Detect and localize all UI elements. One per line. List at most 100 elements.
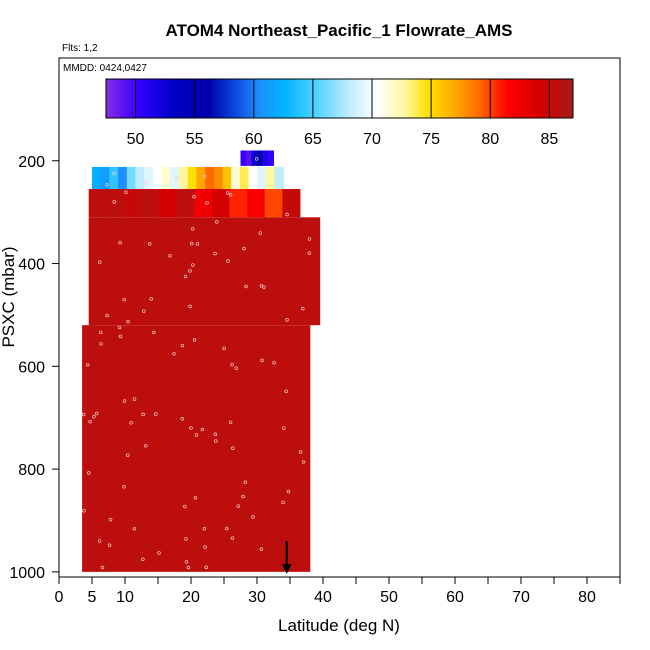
sample-point: [107, 543, 112, 548]
sample-point: [175, 176, 179, 180]
y-tick-label: 600: [18, 359, 45, 376]
sample-point: [200, 427, 205, 432]
data-cell: [248, 166, 258, 190]
sample-point: [183, 274, 188, 279]
sample-point: [286, 489, 291, 494]
data-cell: [161, 166, 171, 190]
sample-point: [228, 193, 233, 197]
sample-point: [126, 319, 130, 324]
sample-point: [87, 471, 91, 475]
x-tick-label: 20: [182, 589, 200, 606]
sample-point: [186, 565, 191, 570]
sample-point: [215, 220, 219, 224]
data-cell: [135, 166, 145, 190]
y-tick-label: 400: [18, 257, 45, 274]
x-tick-label: 10: [116, 589, 134, 606]
sample-point: [188, 304, 192, 309]
data-cell: [274, 166, 284, 190]
sample-point: [85, 362, 90, 367]
sample-point: [149, 297, 153, 301]
sample-point: [189, 426, 193, 430]
data-cell: [247, 189, 266, 218]
x-tick-label: 70: [512, 589, 530, 606]
mmdd-label: MMDD: 0424,0427: [63, 63, 147, 74]
chart-title: ATOM4 Northeast_Pacific_1 Flowrate_AMS: [165, 21, 512, 40]
sample-point: [132, 397, 137, 401]
x-axis: 0 5 10 20 30 40 50 60 70 80: [55, 577, 621, 606]
sample-point: [225, 191, 230, 195]
sample-point: [285, 212, 289, 217]
sample-point: [195, 242, 200, 246]
sample-point: [180, 417, 184, 421]
sample-point: [298, 450, 303, 454]
data-cell: [222, 166, 232, 190]
data-cell: [176, 189, 195, 218]
sample-points: [81, 157, 312, 570]
data-cell: [257, 150, 263, 166]
sample-point: [168, 253, 172, 258]
sample-point: [193, 495, 198, 500]
sample-point: [129, 420, 133, 425]
sample-point: [241, 494, 245, 499]
data-cell: [88, 189, 107, 218]
data-cell: [211, 189, 230, 218]
sample-point: [226, 259, 230, 263]
y-tick-label: 1000: [9, 565, 45, 582]
data-cell: [229, 189, 248, 218]
colorbar: [105, 78, 574, 119]
sample-point: [184, 560, 189, 564]
sample-point: [118, 240, 122, 245]
colorbar-tick-label: 65: [304, 131, 322, 148]
sample-point: [157, 551, 161, 555]
data-cell: [213, 166, 223, 190]
sample-point: [192, 338, 197, 342]
sample-point: [285, 318, 289, 322]
sample-point: [258, 231, 263, 235]
sample-point: [183, 504, 187, 509]
sample-point: [152, 330, 156, 335]
sample-point: [132, 526, 137, 531]
colorbar-tick-label: 60: [245, 131, 263, 148]
colorbar-ticks: 50 55 60 65 70 75 80 85: [127, 79, 558, 148]
sample-point: [118, 334, 123, 339]
sample-point: [142, 309, 146, 313]
y-tick-label: 200: [18, 154, 45, 171]
x-axis-label: Latitude (deg N): [278, 616, 400, 635]
sample-point: [203, 545, 207, 549]
x-tick-label: 5: [88, 589, 97, 606]
data-cell: [246, 150, 252, 166]
data-cell: [126, 166, 136, 190]
sample-point: [141, 412, 145, 417]
sample-point: [307, 237, 312, 241]
sample-point: [97, 260, 102, 264]
data-cell: [88, 217, 321, 326]
sample-point: [301, 306, 305, 311]
sample-point: [122, 297, 126, 302]
data-cell: [194, 189, 213, 218]
data-bands: [82, 150, 321, 572]
sample-point: [105, 313, 109, 318]
sample-point: [125, 453, 130, 458]
data-cell: [257, 166, 267, 190]
sample-point: [117, 325, 122, 330]
sample-point: [122, 485, 126, 489]
sample-point: [172, 351, 176, 356]
sample-point: [203, 174, 207, 179]
sample-point: [213, 251, 217, 256]
sample-point: [254, 157, 259, 161]
data-cell: [196, 166, 206, 190]
sample-point: [112, 200, 116, 204]
sample-point: [192, 195, 196, 199]
sample-point: [94, 411, 99, 416]
sample-point: [259, 284, 264, 288]
data-cell: [100, 166, 110, 190]
data-cell: [92, 166, 102, 190]
plot-frame: [58, 57, 621, 578]
sample-point: [301, 460, 306, 464]
sample-point: [242, 246, 246, 251]
x-tick-label: 0: [55, 589, 64, 606]
data-cell: [239, 166, 250, 190]
data-cell: [231, 166, 241, 190]
sample-point: [307, 251, 312, 255]
colorbar-tick-label: 85: [540, 131, 558, 148]
